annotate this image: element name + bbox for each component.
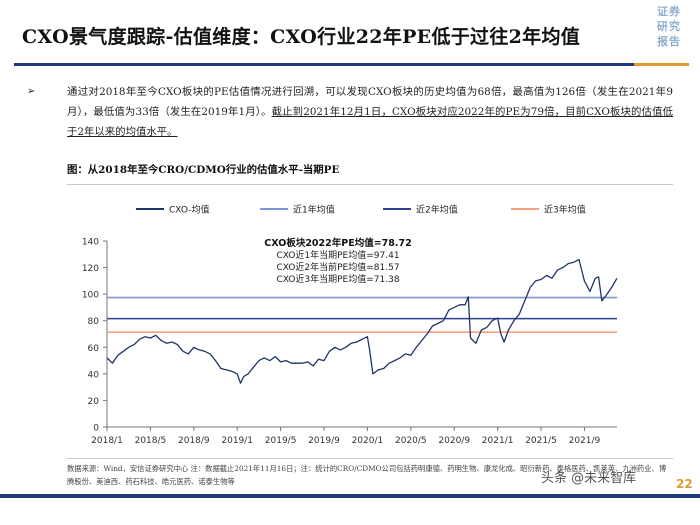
page-title: CXO景气度跟踪-估值维度：CXO行业22年PE低于过往2年均值 — [22, 26, 581, 48]
chart-legend: CXO-均值 近1年均值 近2年均值 近3年均值 — [136, 204, 586, 216]
x-tick-label: 2019/1 — [221, 436, 253, 446]
chart-axes: 0 20 40 60 80 100 120 140 2018/1 2018/5 2018/9 2019… — [82, 238, 617, 446]
x-tick-label: 2018/9 — [178, 436, 210, 446]
y-tick-label: 20 — [88, 397, 100, 407]
legend-label: CXO-均值 — [169, 204, 209, 216]
x-tick-label: 2021/1 — [482, 436, 514, 446]
title-divider-accent — [634, 63, 689, 66]
reference-lines — [107, 296, 617, 333]
summary-underlined-text: 截止到2021年12月1日，CXO板块对应2022年的PE为79倍，目前CXO板… — [67, 106, 673, 138]
x-tick-label: 2019/5 — [265, 436, 297, 446]
x-tick-label: 2021/5 — [525, 436, 557, 446]
y-tick-label: 80 — [88, 317, 100, 327]
source-note: 数据来源：Wind，安信证券研究中心 注：数据截止2021年11月16日；注：统… — [67, 464, 667, 486]
y-tick-label: 60 — [88, 344, 100, 354]
caption-divider — [67, 184, 673, 185]
annotation-line: CXO近1年当期PE均值=97.41 — [276, 249, 399, 261]
page-number: 22 — [676, 477, 693, 491]
watermark-text: 头条 @未来智库 — [541, 471, 637, 486]
x-tick-label: 2020/1 — [352, 436, 384, 446]
legend-label: 近1年均值 — [293, 204, 335, 216]
source-divider — [67, 458, 673, 459]
x-tick-label: 2018/5 — [135, 436, 167, 446]
chart-annotation: CXO板块2022年PE均值=78.72CXO近1年当期PE均值=97.41CX… — [264, 237, 411, 285]
series-layer — [106, 258, 618, 384]
title-divider — [14, 63, 634, 66]
x-tick-label: 2019/9 — [308, 436, 340, 446]
stamp-line: 研究 — [657, 20, 681, 33]
y-tick-label: 0 — [93, 424, 99, 434]
annotation-line: CXO近2年当前PE均值=81.57 — [276, 261, 399, 273]
x-tick-label: 2018/1 — [91, 436, 123, 446]
legend-label: 近3年均值 — [544, 204, 586, 216]
y-tick-label: 140 — [82, 238, 99, 248]
figure-caption: 图：从2018年至今CRO/CDMO行业的估值水平-当期PE — [67, 164, 340, 176]
y-tick-label: 120 — [82, 264, 99, 274]
annotation-headline: CXO板块2022年PE均值=78.72 — [264, 237, 411, 249]
legend-label: 近2年均值 — [416, 204, 458, 216]
footer-bar — [0, 494, 700, 498]
research-report-stamp: 证券 研究 报告 — [649, 4, 689, 49]
x-tick-label: 2021/9 — [569, 436, 601, 446]
series-line-cxo — [106, 258, 618, 384]
y-tick-label: 40 — [88, 370, 100, 380]
summary-text: 通过对2018年至今CXO板块的PE估值情况进行回溯，可以发现CXO板块的历史均… — [67, 86, 673, 118]
stamp-line: 证券 — [657, 5, 681, 18]
bullet-arrow-icon: ➢ — [27, 86, 36, 97]
x-tick-label: 2020/9 — [438, 436, 470, 446]
y-tick-label: 100 — [82, 291, 99, 301]
x-tick-label: 2020/5 — [395, 436, 427, 446]
stamp-line: 报告 — [657, 35, 681, 48]
summary-paragraph: 通过对2018年至今CXO板块的PE估值情况进行回溯，可以发现CXO板块的历史均… — [67, 82, 673, 142]
annotation-line: CXO近3年当期PE均值=71.38 — [276, 273, 399, 285]
